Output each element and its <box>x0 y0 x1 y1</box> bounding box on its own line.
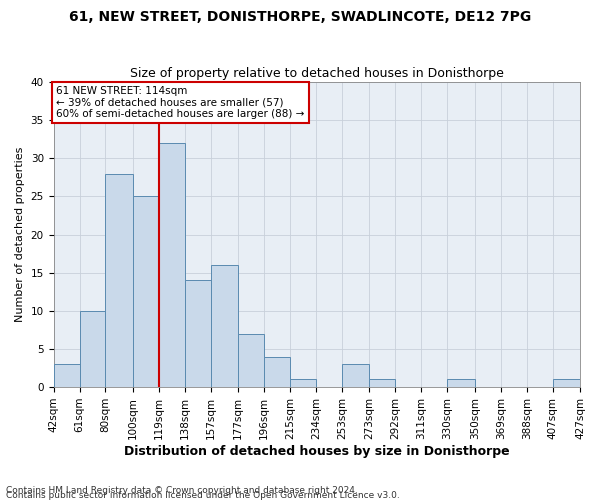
X-axis label: Distribution of detached houses by size in Donisthorpe: Distribution of detached houses by size … <box>124 444 509 458</box>
Text: Contains public sector information licensed under the Open Government Licence v3: Contains public sector information licen… <box>6 490 400 500</box>
Text: 61 NEW STREET: 114sqm
← 39% of detached houses are smaller (57)
60% of semi-deta: 61 NEW STREET: 114sqm ← 39% of detached … <box>56 86 305 119</box>
Bar <box>185 280 211 387</box>
Bar <box>133 196 159 387</box>
Bar <box>53 364 80 387</box>
Bar <box>238 334 264 387</box>
Bar <box>448 380 475 387</box>
Bar <box>553 380 580 387</box>
Bar <box>211 265 238 387</box>
Bar <box>290 380 316 387</box>
Text: Contains HM Land Registry data © Crown copyright and database right 2024.: Contains HM Land Registry data © Crown c… <box>6 486 358 495</box>
Bar <box>106 174 133 387</box>
Bar <box>370 380 395 387</box>
Text: 61, NEW STREET, DONISTHORPE, SWADLINCOTE, DE12 7PG: 61, NEW STREET, DONISTHORPE, SWADLINCOTE… <box>69 10 531 24</box>
Bar <box>264 356 290 387</box>
Bar <box>342 364 370 387</box>
Bar <box>80 311 106 387</box>
Title: Size of property relative to detached houses in Donisthorpe: Size of property relative to detached ho… <box>130 66 504 80</box>
Bar <box>159 143 185 387</box>
Y-axis label: Number of detached properties: Number of detached properties <box>15 147 25 322</box>
